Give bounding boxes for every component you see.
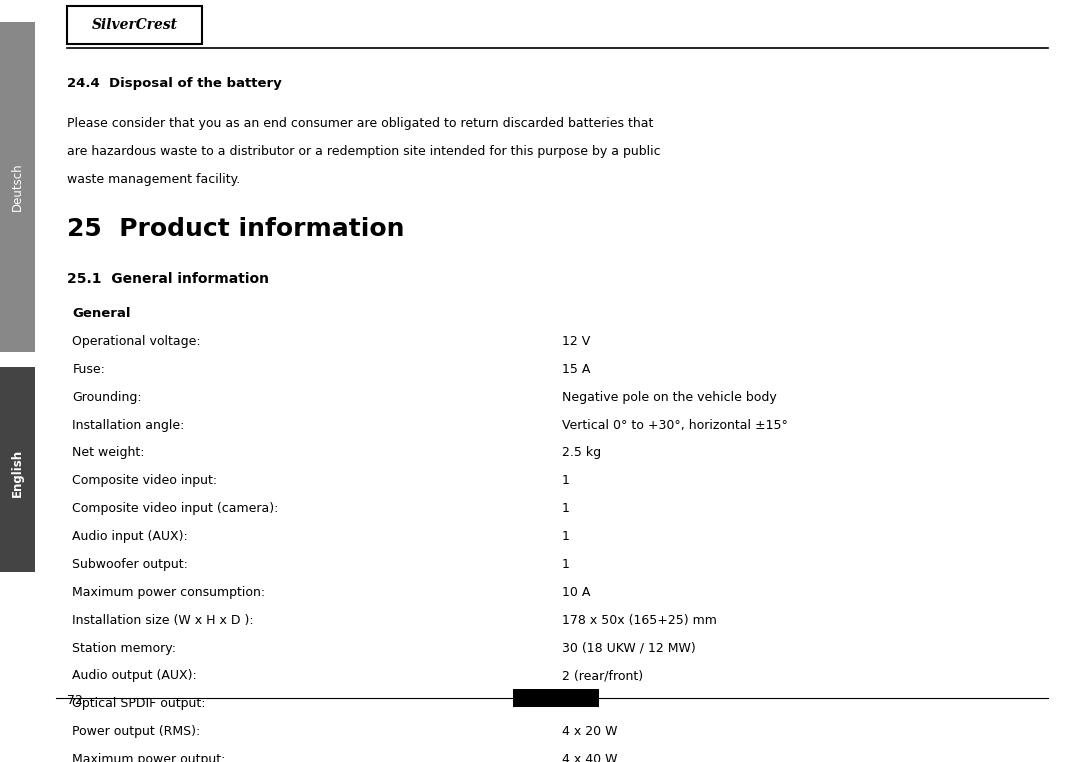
- Text: Installation angle:: Installation angle:: [72, 418, 185, 431]
- Bar: [513, 689, 599, 707]
- Text: Fuse:: Fuse:: [72, 363, 105, 376]
- Text: Grounding:: Grounding:: [72, 391, 141, 404]
- Text: are hazardous waste to a distributor or a redemption site intended for this purp: are hazardous waste to a distributor or …: [67, 146, 661, 158]
- Text: 1: 1: [562, 502, 569, 515]
- Text: Operational voltage:: Operational voltage:: [72, 335, 201, 348]
- Text: Optical SPDIF output:: Optical SPDIF output:: [72, 697, 206, 710]
- Text: 12 V: 12 V: [562, 335, 590, 348]
- Text: 25.1  General information: 25.1 General information: [67, 272, 269, 286]
- Text: Composite video input (camera):: Composite video input (camera):: [72, 502, 279, 515]
- Text: Maximum power consumption:: Maximum power consumption:: [72, 586, 266, 599]
- Text: Composite video input:: Composite video input:: [72, 475, 217, 488]
- Text: English: English: [11, 449, 24, 497]
- Text: SilverCrest: SilverCrest: [92, 18, 177, 32]
- Text: Station memory:: Station memory:: [72, 642, 176, 655]
- Text: 1: 1: [562, 697, 569, 710]
- Text: Vertical 0° to +30°, horizontal ±15°: Vertical 0° to +30°, horizontal ±15°: [562, 418, 787, 431]
- Text: Deutsch: Deutsch: [11, 162, 24, 211]
- FancyBboxPatch shape: [0, 22, 35, 352]
- Text: Maximum power output:: Maximum power output:: [72, 753, 226, 762]
- Text: 2.5 kg: 2.5 kg: [562, 447, 600, 459]
- Text: 24.4  Disposal of the battery: 24.4 Disposal of the battery: [67, 77, 282, 90]
- Text: Audio input (AUX):: Audio input (AUX):: [72, 530, 188, 543]
- Text: 25  Product information: 25 Product information: [67, 217, 404, 241]
- Text: 30 (18 UKW / 12 MW): 30 (18 UKW / 12 MW): [562, 642, 696, 655]
- Text: 72: 72: [67, 693, 83, 707]
- Text: General: General: [72, 307, 131, 320]
- Text: waste management facility.: waste management facility.: [67, 173, 240, 186]
- Text: Net weight:: Net weight:: [72, 447, 145, 459]
- Text: 1: 1: [562, 558, 569, 571]
- Text: 4 x 20 W: 4 x 20 W: [562, 725, 617, 738]
- FancyBboxPatch shape: [0, 367, 35, 572]
- Text: 2 (rear/front): 2 (rear/front): [562, 669, 643, 683]
- Text: Audio output (AUX):: Audio output (AUX):: [72, 669, 198, 683]
- Text: 4 x 40 W: 4 x 40 W: [562, 753, 617, 762]
- Text: Please consider that you as an end consumer are obligated to return discarded ba: Please consider that you as an end consu…: [67, 117, 653, 130]
- Text: 1: 1: [562, 530, 569, 543]
- Text: Negative pole on the vehicle body: Negative pole on the vehicle body: [562, 391, 777, 404]
- Text: 1: 1: [562, 475, 569, 488]
- FancyBboxPatch shape: [67, 6, 202, 44]
- Text: 15 A: 15 A: [562, 363, 590, 376]
- Text: Installation size (W x H x D ):: Installation size (W x H x D ):: [72, 613, 254, 626]
- Text: Power output (RMS):: Power output (RMS):: [72, 725, 201, 738]
- Text: Subwoofer output:: Subwoofer output:: [72, 558, 188, 571]
- Text: 10 A: 10 A: [562, 586, 590, 599]
- Text: 178 x 50x (165+25) mm: 178 x 50x (165+25) mm: [562, 613, 716, 626]
